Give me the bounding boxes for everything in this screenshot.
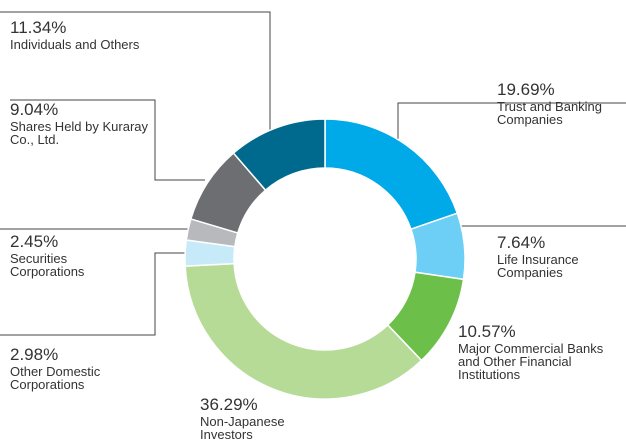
percent-label: 10.57% bbox=[458, 322, 516, 341]
leader-line bbox=[0, 252, 188, 336]
donut-segment bbox=[184, 262, 423, 400]
percent-label: 9.04% bbox=[10, 100, 59, 119]
category-label: Life Insurance Companies bbox=[497, 252, 579, 280]
category-label: Securities Corporations bbox=[10, 251, 85, 279]
percent-label: 7.64% bbox=[497, 233, 546, 252]
segment-label: 2.45% Securities Corporations bbox=[10, 232, 140, 278]
percent-label: 2.45% bbox=[10, 232, 59, 251]
donut-segment bbox=[232, 118, 326, 192]
leader-line bbox=[397, 102, 626, 140]
category-label: Trust and Banking Companies bbox=[497, 99, 603, 127]
category-label: Non-Japanese Investors bbox=[200, 414, 285, 442]
segment-label: 19.69% Trust and Banking Companies bbox=[497, 80, 626, 126]
category-label: Shares Held by Kuraray Co., Ltd. bbox=[10, 119, 149, 147]
segment-label: 9.04% Shares Held by Kuraray Co., Ltd. bbox=[10, 100, 150, 146]
percent-label: 19.69% bbox=[497, 80, 555, 99]
percent-label: 2.98% bbox=[10, 345, 59, 364]
leader-line bbox=[0, 11, 271, 140]
percent-label: 36.29% bbox=[200, 395, 258, 414]
segment-label: 2.98% Other Domestic Corporations bbox=[10, 345, 140, 391]
donut-segment bbox=[324, 118, 459, 231]
category-label: Individuals and Others bbox=[10, 37, 140, 52]
leader-lines bbox=[0, 11, 626, 336]
segment-label: 11.34% Individuals and Others bbox=[10, 18, 140, 51]
percent-label: 11.34% bbox=[10, 18, 67, 37]
segment-label: 36.29% Non-Japanese Investors bbox=[200, 395, 330, 441]
category-label: Major Commercial Banks and Other Financi… bbox=[458, 341, 604, 382]
leader-line bbox=[10, 99, 205, 181]
segment-label: 10.57% Major Commercial Banks and Other F… bbox=[458, 322, 608, 381]
segment-label: 7.64% Life Insurance Companies bbox=[497, 233, 626, 279]
category-label: Other Domestic Corporations bbox=[10, 364, 101, 392]
